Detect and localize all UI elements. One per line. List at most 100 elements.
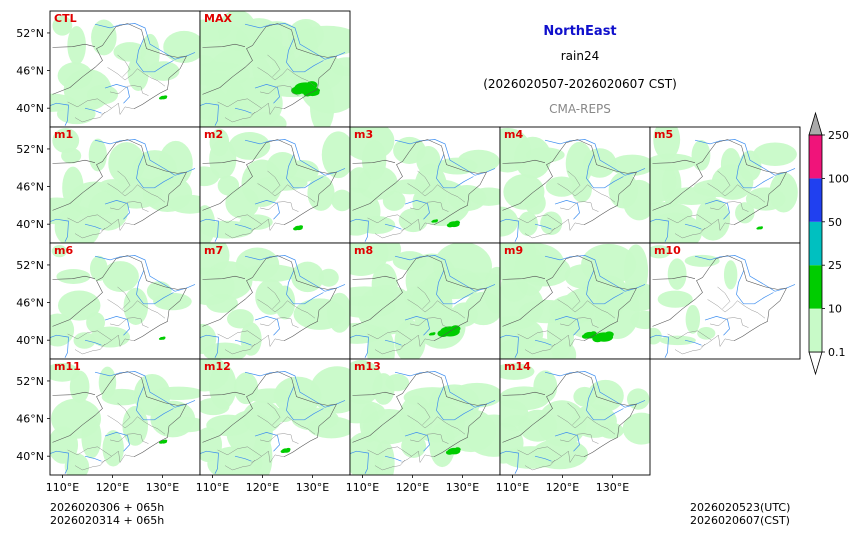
lat-tick-label: 40°N	[16, 334, 44, 347]
river-line	[94, 371, 196, 408]
province-border	[551, 334, 585, 348]
country-border	[202, 371, 337, 458]
river-line	[350, 218, 369, 242]
rain-heavy-patch	[592, 331, 614, 343]
river-line	[104, 432, 130, 452]
panel-label: m13	[354, 360, 381, 373]
province-border	[409, 201, 449, 212]
river-line	[704, 316, 730, 336]
lat-tick-label: 46°N	[16, 297, 44, 310]
province-border	[101, 334, 135, 348]
country-border	[502, 139, 637, 226]
panel-label: m6	[54, 244, 73, 257]
province-border	[417, 170, 431, 193]
init-time-1: 2026020306 + 065h	[50, 501, 165, 514]
river-line	[650, 218, 669, 242]
river-line	[254, 84, 280, 104]
river-line	[436, 269, 474, 305]
river-line	[394, 255, 496, 292]
country-border	[502, 255, 637, 342]
river-line	[136, 385, 174, 421]
province-border	[707, 183, 766, 203]
panel-label: m3	[354, 128, 373, 141]
province-border	[224, 459, 256, 471]
river-line	[650, 334, 669, 358]
province-border	[701, 218, 735, 232]
country-border	[352, 391, 396, 396]
province-border	[407, 183, 466, 203]
country-border	[652, 139, 787, 226]
province-border	[557, 299, 616, 319]
province-border	[101, 218, 135, 232]
river-line	[704, 200, 730, 220]
river-line	[244, 255, 346, 292]
river-line	[286, 269, 324, 305]
province-border	[259, 201, 299, 212]
map-panel-m6: m6	[49, 242, 201, 360]
panel-label: m14	[504, 360, 531, 373]
river-line	[84, 455, 102, 462]
country-border	[52, 255, 187, 342]
province-border	[709, 201, 749, 212]
province-border	[259, 317, 299, 328]
province-border	[524, 343, 556, 355]
river-line	[684, 339, 702, 346]
river-line	[94, 23, 196, 60]
river-line	[94, 255, 196, 292]
lon-tick-label: 120°E	[546, 481, 579, 494]
province-border	[109, 317, 149, 328]
colorbar: 0.1 10 25 50 100 250	[808, 111, 849, 376]
province-border	[551, 218, 585, 232]
river-line	[500, 218, 519, 242]
river-line	[84, 223, 102, 230]
river-line	[544, 139, 646, 176]
province-border	[217, 446, 262, 457]
lat-tick-label: 46°N	[16, 413, 44, 426]
province-border	[559, 433, 599, 444]
map-panel-m3: m3	[349, 126, 501, 244]
country-border	[352, 139, 487, 226]
river-line	[436, 385, 474, 421]
map-panel-m14: m14	[499, 358, 651, 476]
river-line	[254, 316, 280, 336]
province-border	[117, 54, 131, 77]
colorbar-segment	[809, 265, 822, 309]
province-border	[67, 214, 112, 225]
province-border	[107, 415, 166, 435]
rain-heavy-patch	[581, 331, 597, 339]
province-border	[101, 102, 135, 116]
lon-tick-label: 110°E	[196, 481, 229, 494]
map-panel-m11: m11	[49, 358, 201, 476]
panel-label: m9	[504, 244, 523, 257]
colorbar-label: 250	[828, 129, 849, 142]
province-border	[417, 402, 431, 425]
river-line	[136, 37, 174, 73]
province-border	[667, 330, 712, 341]
province-border	[417, 286, 431, 309]
variable-label: rain24	[560, 49, 600, 63]
province-border	[701, 334, 735, 348]
province-border	[109, 433, 149, 444]
river-line	[234, 455, 252, 462]
init-time-2: 2026020314 + 065h	[50, 514, 165, 527]
colorbar-label: 100	[828, 172, 849, 185]
province-border	[107, 67, 166, 87]
rain-heavy-patch	[159, 95, 168, 100]
river-line	[286, 385, 324, 421]
rain-light-field	[50, 362, 200, 475]
rain-heavy-patch	[446, 220, 461, 228]
rain-heavy-patch	[428, 332, 436, 336]
province-border	[709, 317, 749, 328]
country-border	[52, 43, 96, 48]
province-border	[117, 170, 131, 193]
colorbar-label: 0.1	[828, 346, 846, 359]
river-line	[534, 455, 552, 462]
province-border	[101, 450, 135, 464]
lat-tick-label: 46°N	[16, 181, 44, 194]
country-border	[52, 275, 96, 280]
river-line	[50, 450, 69, 474]
province-border	[257, 183, 316, 203]
country-border	[202, 159, 246, 164]
